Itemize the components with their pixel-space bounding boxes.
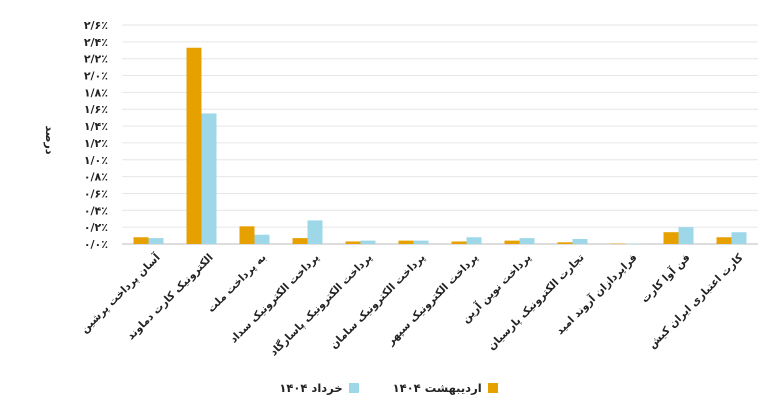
y-tick-label: ۰/۲٪: [84, 221, 108, 234]
bar-series-1: [413, 240, 429, 244]
bar-series-1: [307, 220, 323, 244]
x-tick-label: پرداخت الکترونیک سداد: [228, 252, 322, 346]
legend-label-series-1: خرداد ۱۴۰۴: [279, 381, 343, 395]
y-tick-label: ۱/۸٪: [84, 86, 108, 99]
bar-series-1: [678, 227, 694, 244]
bar-series-0: [557, 242, 573, 244]
y-axis: ۰/۰٪ ۰/۲٪ ۰/۴٪ ۰/۶٪ ۰/۸٪ ۱/۰٪ ۱/۲٪ ۱/۴٪ ۱/۶٪ ۱/۸٪…: [84, 19, 108, 251]
y-tick-label: ۲/۴٪: [84, 36, 108, 49]
y-tick-label: ۲/۶٪: [84, 19, 108, 32]
bar-series-1: [466, 237, 482, 244]
bar-series-1: [625, 243, 641, 245]
bar-series-0: [345, 241, 361, 244]
y-tick-label: ۰/۸٪: [84, 171, 108, 184]
bar-series-1: [148, 238, 164, 244]
bar-series-1: [731, 232, 747, 244]
x-tick-label: کارت اعتباری ایران کیش: [646, 251, 746, 351]
y-axis-label: درصد: [43, 126, 56, 155]
y-tick-label: ۱/۲٪: [84, 137, 108, 150]
bar-series-0: [663, 232, 679, 244]
bar-series-1: [254, 234, 270, 244]
y-tick-label: ۰/۴٪: [84, 204, 108, 217]
legend-item-series-1: خرداد ۱۴۰۴: [279, 381, 359, 395]
bar-series-0: [292, 238, 308, 244]
y-tick-label: ۰/۰٪: [84, 238, 108, 251]
y-tick-label: ۲/۲٪: [84, 53, 108, 66]
y-tick-label: ۱/۰٪: [84, 154, 108, 167]
bar-series-1: [572, 238, 588, 244]
bar-series-1: [519, 238, 535, 244]
y-tick-label: ۱/۴٪: [84, 120, 108, 133]
gridlines: [122, 24, 758, 245]
bar-series-0: [716, 237, 732, 244]
bar-series-1: [201, 113, 217, 244]
bar-series-0: [451, 241, 467, 244]
legend-item-series-0: اردیبهشت ۱۴۰۴: [393, 381, 498, 395]
legend-swatch-series-0: [487, 383, 498, 393]
x-tick-label: تجارت الکترونیک پارسیان: [486, 252, 587, 353]
bar-series-0: [133, 237, 149, 244]
bar-series-0: [610, 243, 626, 245]
bar-series-0: [186, 47, 202, 244]
y-tick-label: ۰/۶٪: [84, 187, 108, 200]
y-tick-label: ۲/۰٪: [84, 70, 108, 83]
bar-series-0: [504, 240, 520, 244]
x-tick-label: پرداخت الکترونیک پاسارگاد: [267, 251, 375, 359]
x-tick-label: فن آوا کارت: [638, 251, 693, 306]
x-tick-label: پرداخت الکترونیک سپهر: [384, 252, 481, 349]
legend: اردیبهشت ۱۴۰۴ خرداد ۱۴۰۴: [0, 381, 777, 395]
y-tick-label: ۱/۶٪: [84, 103, 108, 116]
bar-series-0: [398, 240, 414, 244]
x-tick-label: پرداخت الکترونیک سامان: [328, 252, 428, 352]
bars: [133, 47, 747, 245]
x-tick-label: الکترونیک کارت دماوند: [125, 252, 216, 343]
bar-series-0: [239, 226, 255, 244]
legend-label-series-0: اردیبهشت ۱۴۰۴: [392, 381, 482, 395]
legend-swatch-series-1: [348, 383, 359, 393]
bar-series-1: [360, 240, 376, 244]
